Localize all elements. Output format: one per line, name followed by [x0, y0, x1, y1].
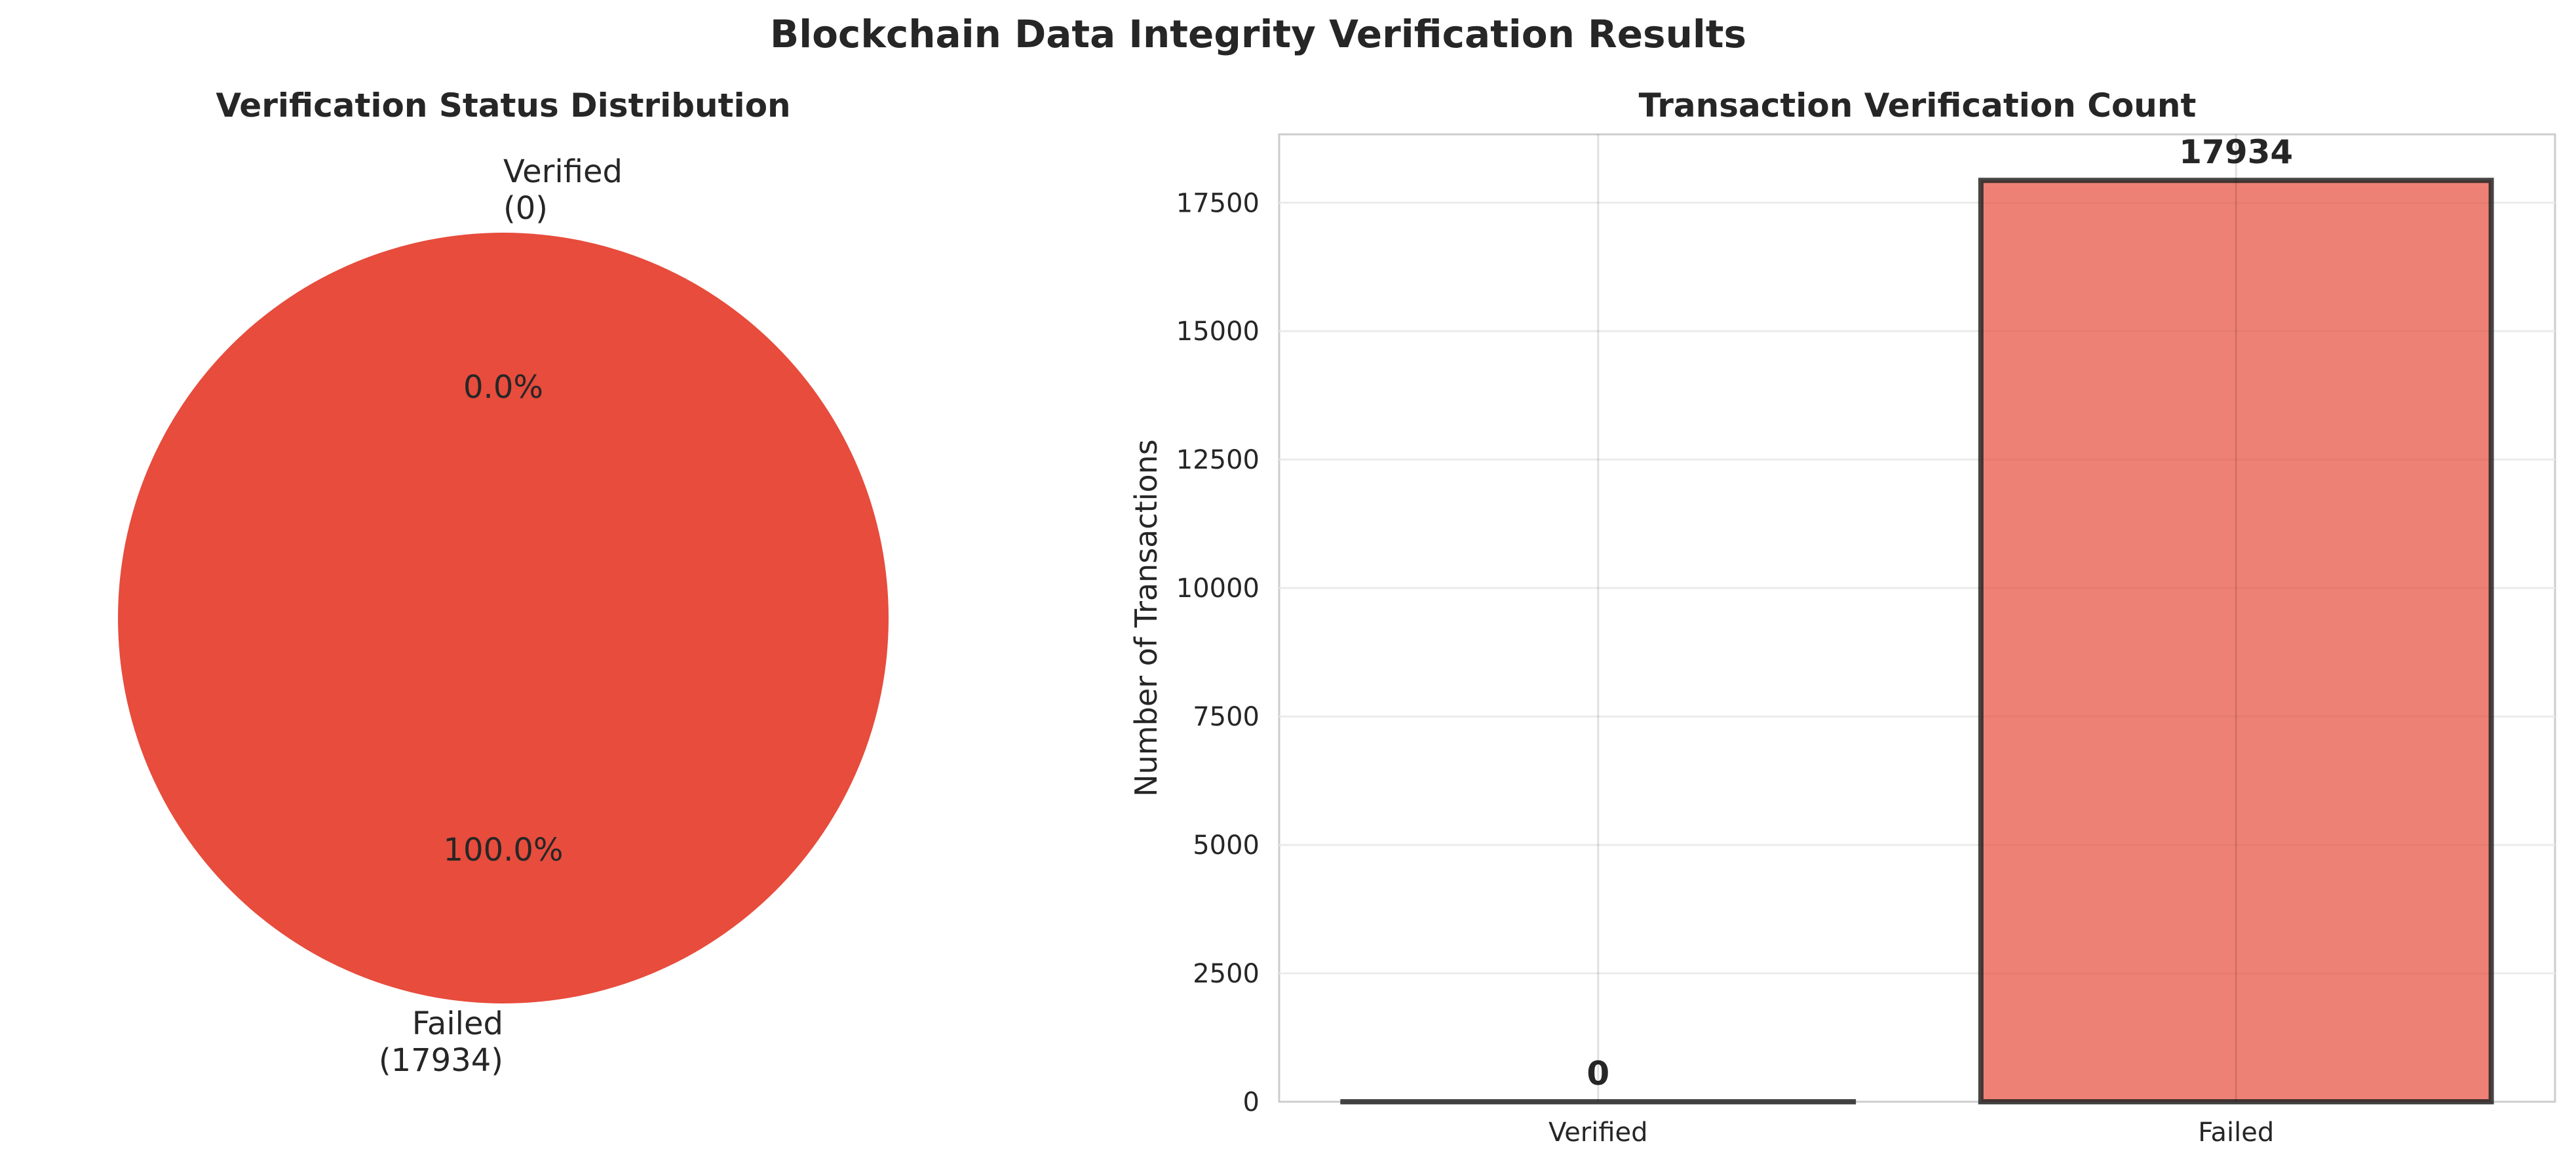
pie-label-verified: Verified	[503, 153, 623, 190]
bar-value-label-failed: 17934	[2179, 133, 2293, 171]
pie-count-failed: (17934)	[379, 1042, 503, 1079]
x-tick-label-failed: Failed	[2198, 1117, 2274, 1148]
y-tick-label: 7500	[1193, 702, 1259, 732]
pie-count-verified: (0)	[503, 190, 548, 227]
bar-chart: Transaction Verification Count 0 17934 0 2…	[1128, 87, 2556, 1148]
y-tick-label: 12500	[1176, 445, 1259, 475]
y-tick-label: 10000	[1176, 573, 1259, 604]
pie-percent-failed: 100.0%	[443, 832, 563, 868]
pie-slices	[118, 233, 889, 1003]
bar-value-label-verified: 0	[1586, 1055, 1609, 1093]
pie-chart: Verification Status Distribution Verifie…	[118, 87, 889, 1079]
bar-failed	[1978, 178, 2494, 1105]
y-axis-ticks: 0 2500 5000 7500 10000 12500 15000 17500	[1176, 188, 1259, 1117]
pie-percent-verified: 0.0%	[463, 369, 543, 406]
pie-slice-failed	[118, 233, 889, 1003]
y-tick-label: 17500	[1176, 188, 1259, 218]
pie-label-failed: Failed	[412, 1005, 503, 1042]
y-tick-label: 15000	[1176, 317, 1259, 347]
bar-chart-title: Transaction Verification Count	[1639, 87, 2197, 125]
y-tick-label: 0	[1243, 1087, 1259, 1117]
x-tick-label-verified: Verified	[1548, 1117, 1648, 1148]
pie-chart-title: Verification Status Distribution	[216, 87, 790, 125]
bars: 0 17934	[1340, 133, 2494, 1105]
figure-title: Blockchain Data Integrity Verification R…	[770, 12, 1746, 56]
y-tick-label: 2500	[1193, 959, 1259, 989]
x-axis-ticks: Verified Failed	[1548, 1117, 2274, 1148]
pie-labels: Verified(0) 0.0% Failed(17934) 100.0%	[379, 153, 623, 1079]
y-tick-label: 5000	[1193, 830, 1259, 861]
y-axis-label: Number of Transactions	[1128, 439, 1164, 797]
